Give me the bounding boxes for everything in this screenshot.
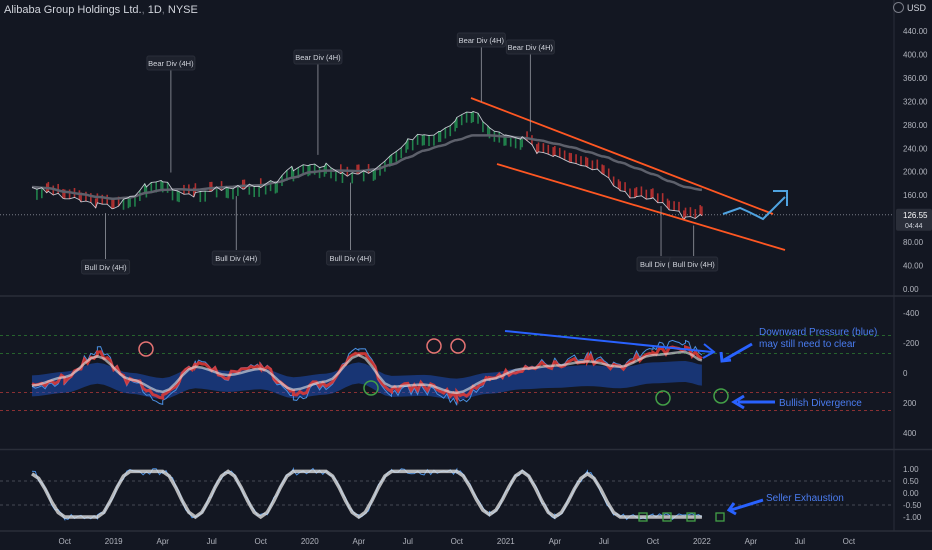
projection-arrow-path: [722, 196, 786, 221]
price-tick-label: 160.00: [903, 191, 928, 200]
annotation-label-box: [456, 32, 506, 48]
x-axis-tick-label: Oct: [58, 537, 71, 546]
x-axis-tick-label: Oct: [255, 537, 268, 546]
oscillator-tick-label: 400: [903, 429, 917, 438]
exchange-label: NYSE: [167, 4, 198, 16]
x-axis-tick-label: 2020: [301, 537, 319, 546]
annotation-label-box: [81, 259, 131, 275]
oscillator-red-line: [31, 344, 703, 405]
price-tick-label: 320.00: [903, 97, 928, 106]
exhaustion-marker: [662, 512, 672, 522]
moving-average-line: [31, 134, 702, 200]
stoch-tick-label: 1.00: [903, 465, 919, 474]
annotation-label-box: [146, 55, 196, 71]
bearish-circle-marker: [426, 338, 442, 354]
x-axis-tick-label: 2022: [693, 537, 711, 546]
seller-exhaustion-note: Seller Exhaustion: [766, 493, 844, 504]
stoch-slow-line: [31, 469, 702, 520]
x-axis-tick-label: Oct: [647, 537, 660, 546]
downward-pressure-note-line1: Downward Pressure (blue): [759, 327, 877, 338]
pressure-band: [32, 361, 702, 400]
price-tick-label: 360.00: [903, 74, 928, 83]
price-tick-label: 200.00: [903, 168, 928, 177]
x-axis-tick-label: Jul: [795, 537, 805, 546]
annotation-label-box: [293, 49, 343, 65]
stoch-tick-label: 0.50: [903, 477, 919, 486]
annotation-label-box: [669, 256, 719, 272]
bull-div-label: Bull Div (4H): [215, 254, 258, 263]
projection-arrow-head: [773, 190, 788, 206]
price-tick-label: 240.00: [903, 144, 928, 153]
bear-div-label: Bear Div (4H): [459, 36, 505, 45]
last-price-tag: [896, 208, 932, 231]
bullish-circle-marker: [655, 390, 671, 406]
pressure-callout-arrow-head: [719, 351, 732, 363]
annotation-label-box: [211, 250, 261, 266]
x-axis-tick-label: 2019: [105, 537, 123, 546]
x-axis-tick-label: Apr: [549, 537, 562, 546]
pressure-callout-arrow: [723, 342, 753, 362]
countdown-value: 04:44: [905, 223, 923, 230]
bullish-circle-marker: [713, 388, 729, 404]
price-tick-label: 0.00: [903, 285, 919, 294]
bear-div-label: Bear Div (4H): [508, 43, 554, 52]
annotation-label-box: [505, 39, 555, 55]
last-price-value: 126.55: [903, 211, 928, 220]
exhaustion-callout-arrow-head: [726, 502, 737, 516]
trendline-arrow-head: [702, 343, 716, 359]
oscillator-tick-label: -200: [903, 339, 920, 348]
x-axis-tick-label: Oct: [451, 537, 464, 546]
x-axis-tick-label: Oct: [843, 537, 856, 546]
currency-icon: [892, 2, 904, 13]
stoch-tick-label: 0.00: [903, 489, 919, 498]
bearish-circle-marker: [138, 341, 154, 357]
bear-div-label: Bear Div (4H): [148, 59, 194, 68]
interval-label[interactable]: 1D: [147, 4, 162, 16]
price-series-line: [31, 111, 703, 221]
x-axis-tick-label: Jul: [207, 537, 217, 546]
price-tick-label: 280.00: [903, 121, 928, 130]
stoch-tick-label: -0.50: [903, 501, 922, 510]
exhaustion-marker: [638, 512, 648, 522]
bearish-circle-marker: [450, 338, 466, 354]
symbol-name[interactable]: Alibaba Group Holdings Ltd.: [4, 4, 142, 16]
bull-div-label: Bull Div (4H): [640, 260, 683, 269]
price-tick-label: 400.00: [903, 50, 928, 59]
oscillator-tick-label: 200: [903, 399, 917, 408]
x-axis-tick-label: Jul: [403, 537, 413, 546]
oscillator-tick-label: -400: [903, 309, 920, 318]
price-tick-label: 440.00: [903, 27, 928, 36]
annotation-label-box: [326, 250, 376, 266]
price-tick-label: 40.00: [903, 262, 924, 271]
bull-div-label: Bull Div (4H): [330, 254, 373, 263]
bear-div-label: Bear Div (4H): [295, 53, 341, 62]
channel-lower-line: [496, 163, 786, 251]
downward-pressure-trendline: [504, 330, 713, 353]
x-axis-tick-label: 2021: [497, 537, 515, 546]
price-tick-label: 80.00: [903, 238, 924, 247]
x-axis-tick-label: Apr: [745, 537, 758, 546]
oscillator-fast-line: [31, 339, 703, 406]
oscillator-tick-label: 0: [903, 369, 908, 378]
bullish-divergence-note: Bullish Divergence: [779, 398, 862, 409]
bullish-circle-marker: [363, 380, 379, 396]
exhaustion-marker: [715, 512, 725, 522]
bull-div-label: Bull Div (4H): [673, 260, 716, 269]
divergence-callout-arrow-head: [731, 394, 745, 410]
oscillator-slow-line: [31, 350, 703, 395]
x-axis-tick-label: Apr: [353, 537, 366, 546]
currency-label: USD: [906, 2, 926, 13]
x-axis-tick-label: Jul: [599, 537, 609, 546]
bull-div-label: Bull Div (4H): [84, 263, 127, 272]
currency-selector[interactable]: USD: [892, 2, 926, 13]
chart-legend-title: Alibaba Group Holdings Ltd., 1D, NYSE: [4, 4, 198, 16]
exhaustion-marker: [686, 512, 696, 522]
stoch-tick-label: -1.00: [903, 513, 922, 522]
exhaustion-callout-arrow: [730, 498, 764, 512]
downward-pressure-note-line2: may still need to clear: [759, 339, 856, 350]
x-axis-tick-label: Apr: [156, 537, 169, 546]
channel-upper-line: [470, 97, 774, 215]
